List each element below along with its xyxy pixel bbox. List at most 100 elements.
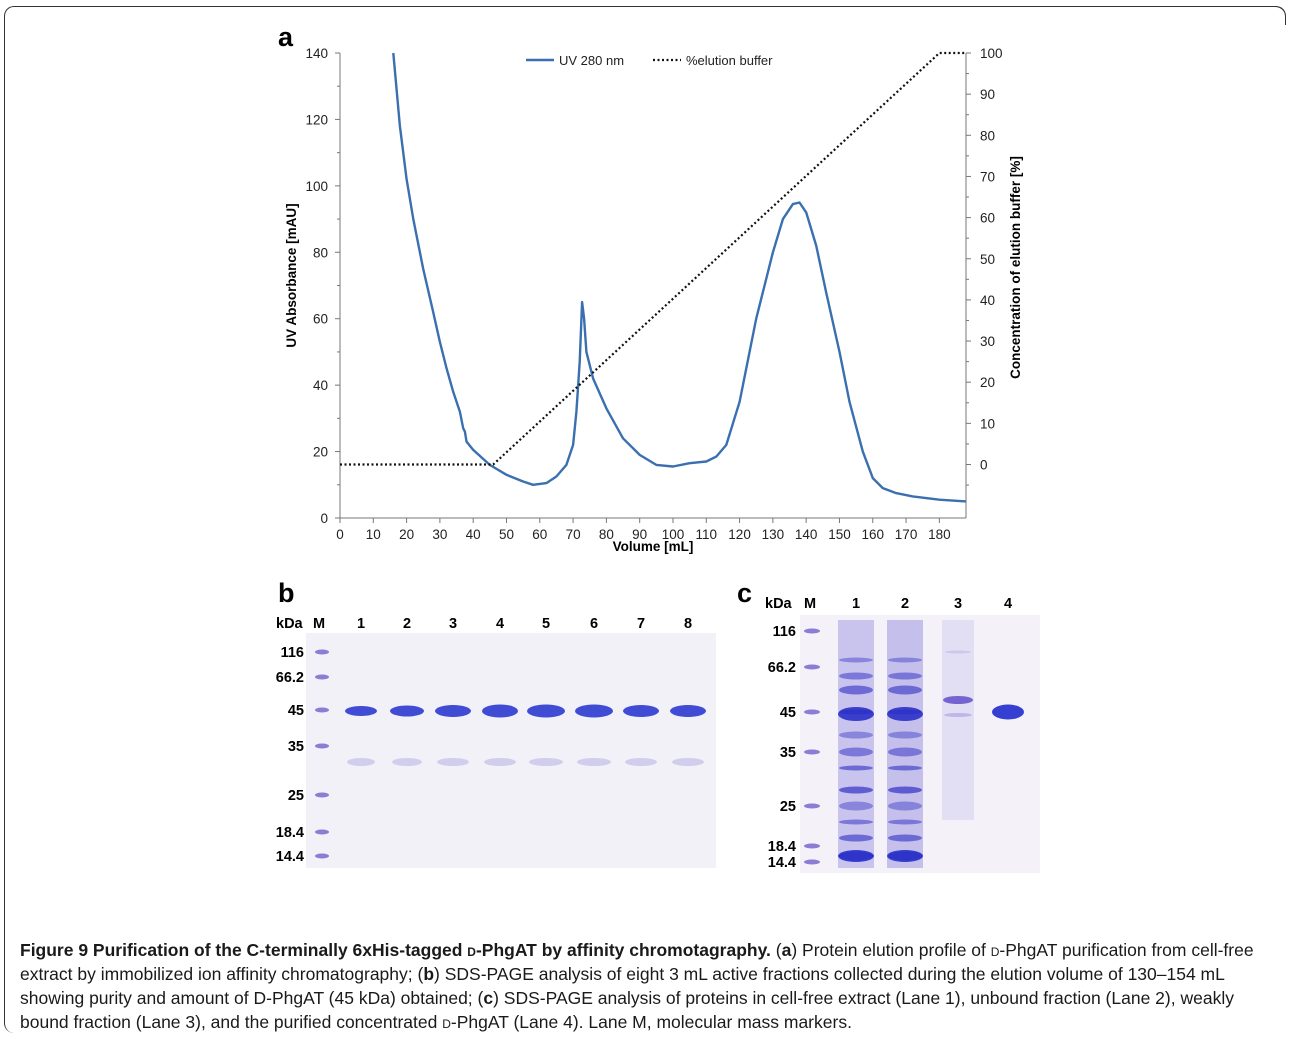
gel-b-band-faint <box>484 758 516 766</box>
gel-c-band <box>839 747 873 757</box>
gel-c-band <box>839 685 873 695</box>
y2-tick-label: 50 <box>980 252 995 267</box>
gel-c-background <box>800 615 1040 873</box>
y2-tick-label: 100 <box>980 46 1003 61</box>
gel-c-band <box>888 819 922 825</box>
caption-ref-c: c <box>483 988 494 1008</box>
gel-c-marker-band <box>804 803 820 809</box>
gel-c-lane-label: 2 <box>901 596 909 612</box>
gel-b-marker-band <box>315 707 329 713</box>
x-axis-label: Volume [mL] <box>613 539 694 554</box>
x-tick-label: 100 <box>662 527 685 542</box>
gel-b-band-45kda <box>482 704 518 718</box>
y-tick-label: 80 <box>313 245 328 260</box>
gel-c-marker-value: 66.2 <box>768 660 796 676</box>
panel-label-c: c <box>737 578 752 608</box>
x-tick-label: 70 <box>566 527 581 542</box>
y-tick-label: 0 <box>320 511 328 526</box>
caption-d: d <box>990 940 1000 960</box>
y-tick-label: 140 <box>305 46 328 61</box>
x-tick-label: 120 <box>728 527 751 542</box>
gel-c-band-weak <box>943 696 973 704</box>
gel-c-band <box>888 731 922 739</box>
x-tick-label: 40 <box>466 527 481 542</box>
y-tick-label: 40 <box>313 378 328 393</box>
figure-frame <box>4 6 1285 1033</box>
figure-frame-corner <box>1265 6 1286 25</box>
gel-b-band-faint <box>392 758 422 766</box>
x-tick-label: 90 <box>632 527 647 542</box>
gel-c-marker-value: 116 <box>773 624 796 640</box>
y2-tick-label: 0 <box>980 458 988 473</box>
gel-b-lane-label: 4 <box>496 616 504 632</box>
x-tick-label: 140 <box>795 527 818 542</box>
gel-b-band-45kda <box>345 706 377 716</box>
caption-text: ) SDS-PAGE analysis of proteins in cell-… <box>20 988 1234 1032</box>
gel-b-marker-band <box>315 674 329 680</box>
gel-c-band <box>839 819 873 825</box>
caption-text: ( <box>770 940 782 960</box>
gel-c-lane-smear <box>942 620 974 820</box>
y-tick-label: 120 <box>305 112 328 127</box>
x-tick-label: 180 <box>928 527 951 542</box>
x-tick-label: 30 <box>432 527 447 542</box>
gel-c-marker-value: 25 <box>780 799 796 815</box>
gel-c-marker-band <box>804 628 820 634</box>
gel-c-marker-value: 45 <box>780 705 796 721</box>
x-tick-label: 0 <box>336 527 344 542</box>
x-tick-label: 20 <box>399 527 414 542</box>
figure-caption: Figure 9 Purification of the C-terminall… <box>20 938 1270 1034</box>
y2-tick-label: 80 <box>980 128 995 143</box>
gel-c-band-low <box>838 850 874 862</box>
caption-title-pre: Figure 9 Purification of the C-terminall… <box>20 940 468 960</box>
gel-c-band-weak <box>945 650 971 654</box>
gel-c-marker-band <box>804 859 820 865</box>
caption-title-d: d <box>467 940 476 960</box>
y-tick-label: 60 <box>313 312 328 327</box>
x-tick-label: 130 <box>762 527 785 542</box>
gel-c-lane-smear <box>887 620 923 868</box>
gel-b-marker-value: 35 <box>288 739 304 755</box>
caption-text: -PhgAT (Lane 4). Lane M, molecular mass … <box>450 1012 852 1032</box>
gel-c-lane-label: 4 <box>1004 596 1012 612</box>
gel-c-band <box>839 765 873 771</box>
y2-tick-label: 20 <box>980 375 995 390</box>
y2-tick-label: 30 <box>980 334 995 349</box>
gel-c-band <box>839 657 873 663</box>
gel-c-marker-band <box>804 749 820 755</box>
gel-b-band-45kda <box>527 704 565 718</box>
gel-b-lane-label: 3 <box>449 616 457 632</box>
caption-title: Figure 9 Purification of the C-terminall… <box>20 940 771 960</box>
gel-b-band-45kda <box>575 704 613 718</box>
gel-b-band-faint <box>437 758 469 766</box>
gel-b-marker-label: M <box>313 616 325 632</box>
gel-b-marker-value: 45 <box>288 703 304 719</box>
y2-tick-label: 70 <box>980 169 995 184</box>
caption-d: d <box>442 1012 451 1032</box>
gel-c: kDa M 1 2 3 4 116 66.2 45 35 25 18.414.4 <box>765 596 1040 873</box>
x-tick-label: 60 <box>532 527 547 542</box>
x-tick-label: 150 <box>828 527 851 542</box>
gel-b-marker-band <box>315 649 329 655</box>
y-tick-label: 20 <box>313 445 328 460</box>
gel-b-lane-label: 8 <box>684 616 692 632</box>
gel-b-lane-label: 7 <box>637 616 645 632</box>
series-line-elution-buffer <box>340 51 966 466</box>
gel-c-band <box>888 672 922 680</box>
gel-b-band-faint <box>625 758 657 766</box>
series-line-uv280 <box>392 52 967 503</box>
gel-c-marker-label: M <box>804 596 816 612</box>
gel-b-band-45kda <box>623 705 659 717</box>
gel-b-marker-value: 66.2 <box>276 670 304 686</box>
gel-c-kda-label: kDa <box>765 596 793 612</box>
gel-b-marker-value: 116 <box>281 645 304 661</box>
gel-c-marker-band <box>804 709 820 715</box>
gel-b-marker-value: 25 <box>288 788 304 804</box>
gel-c-band <box>888 786 922 794</box>
gel-c-marker-value: 18.4 <box>768 839 796 855</box>
panel-label-b: b <box>278 578 295 608</box>
gel-c-band-45kda <box>838 707 874 721</box>
caption-text: ) SDS-PAGE analysis of eight 3 mL active… <box>20 964 1225 1008</box>
gel-c-band <box>839 672 873 680</box>
